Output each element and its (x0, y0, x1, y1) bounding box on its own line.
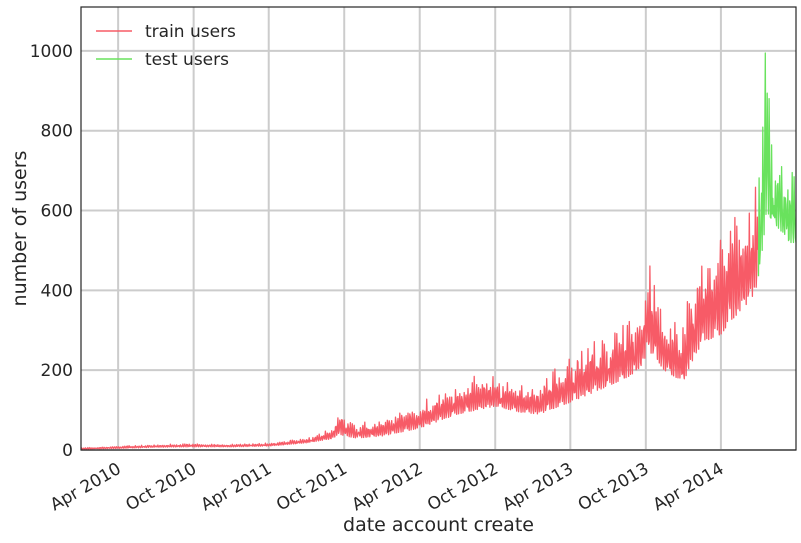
x-tick-label: Oct 2011 (273, 459, 351, 515)
y-axis-label: number of users (9, 151, 31, 307)
y-tick-label: 800 (41, 122, 73, 142)
gridlines (81, 7, 796, 451)
y-tick-label: 200 (41, 361, 73, 381)
series-lines (80, 52, 797, 450)
legend-label-test-users: test users (145, 50, 229, 70)
y-tick-label: 600 (41, 202, 73, 222)
x-tick-label: Oct 2013 (575, 459, 653, 515)
x-tick-label: Oct 2010 (123, 459, 201, 515)
x-tick-label: Apr 2013 (499, 459, 577, 515)
y-tick-label: 1000 (30, 42, 73, 62)
y-tick-label: 400 (41, 281, 73, 301)
legend-label-train-users: train users (145, 22, 236, 42)
legend: train users test users (96, 22, 236, 70)
y-tick-labels: 0 200 400 600 800 1000 (30, 42, 73, 461)
plot-frame (80, 6, 797, 451)
series-line-test-users (757, 52, 797, 277)
x-tick-label: Apr 2014 (650, 459, 728, 515)
x-tick-label: Apr 2011 (198, 459, 276, 515)
x-tick-label: Apr 2010 (47, 459, 125, 515)
y-tick-label: 0 (62, 441, 73, 461)
series-line-train-users (80, 186, 759, 450)
x-axis-label: date account create (343, 514, 534, 536)
x-tick-label: Oct 2012 (424, 459, 502, 515)
x-tick-label: Apr 2012 (349, 459, 427, 515)
